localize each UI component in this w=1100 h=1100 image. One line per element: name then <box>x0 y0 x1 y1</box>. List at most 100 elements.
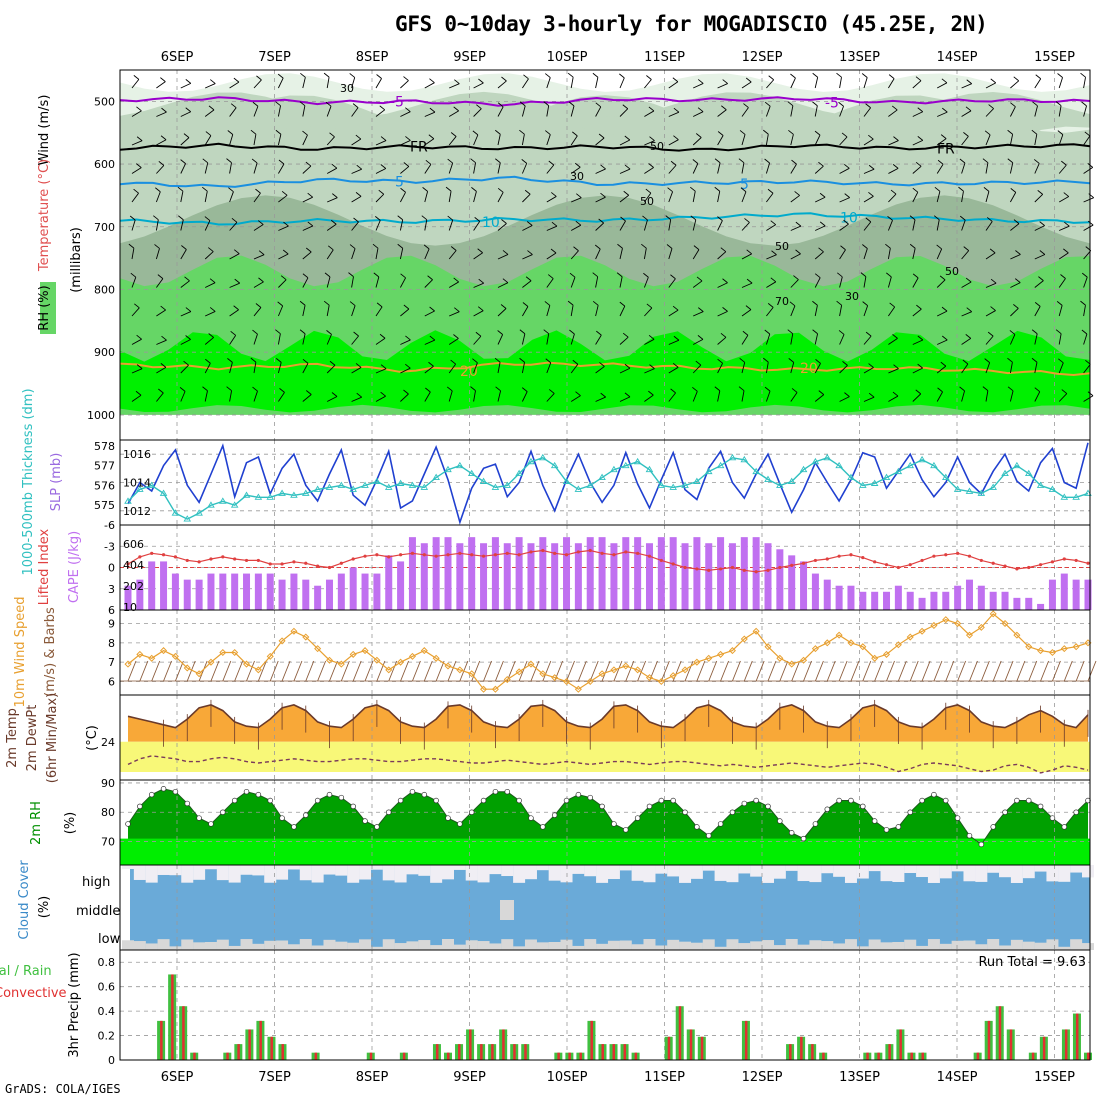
wind-barb-flag <box>739 357 745 363</box>
wind-barb <box>985 134 991 146</box>
low-cloud-gap <box>844 939 857 950</box>
lifted-point <box>647 554 652 558</box>
wind-barb <box>765 106 771 117</box>
isotherm-label: 5 <box>740 177 749 193</box>
wind-barb <box>302 134 308 146</box>
wind-barb-flag <box>1063 192 1070 197</box>
wind-barb-flag <box>620 216 626 222</box>
wind-barb <box>839 197 850 203</box>
wind-barb <box>375 140 387 146</box>
low-cloud-gap <box>394 943 407 950</box>
wind-barb <box>961 311 972 317</box>
high-cloud-gap <box>133 865 146 880</box>
wind-barb-flag <box>1055 101 1062 107</box>
high-cloud-gap <box>501 865 514 877</box>
lifted-point <box>398 553 403 557</box>
wind-barb <box>692 391 698 402</box>
wind-speed-point <box>598 670 606 678</box>
cape-bar <box>1048 579 1056 610</box>
wind-barb-flag <box>329 132 335 138</box>
wind-barb-flag <box>356 164 363 170</box>
precip-convective-bar <box>513 1044 516 1060</box>
wind-tick-label: 9 <box>108 618 115 631</box>
rh2m-point <box>860 803 866 810</box>
high-cloud-gap <box>572 865 585 874</box>
thickness-point <box>918 455 926 463</box>
wind-barb-flag <box>230 103 237 109</box>
wind-speed-point <box>859 643 867 651</box>
wind-barb <box>570 77 574 89</box>
wind-barb <box>204 363 211 374</box>
wind-barb-flag <box>251 158 258 164</box>
wind-barb <box>936 279 946 288</box>
wind-barb-flag <box>502 250 509 255</box>
wind-barb <box>766 79 775 89</box>
wind-barb <box>985 390 989 402</box>
wind-barb-flag <box>598 218 604 224</box>
wind-barb <box>229 253 240 260</box>
wind-barb <box>546 134 551 146</box>
wind-barb <box>229 282 240 288</box>
thickness-point <box>882 473 891 481</box>
wind-barb <box>521 391 528 402</box>
wind-barb-flag <box>717 131 724 136</box>
wind-barb <box>644 192 652 203</box>
wind-barb-flag <box>843 219 849 225</box>
wind-barb <box>302 363 309 374</box>
wind-barb <box>180 191 184 203</box>
lifted-tick-label: -6 <box>104 519 115 532</box>
thickness-point <box>621 461 630 469</box>
wind-barb <box>131 248 135 260</box>
wind-barb-flag <box>332 193 338 199</box>
wind-barb-flag <box>868 363 874 368</box>
wind-barb-flag <box>672 305 679 311</box>
thickness-point <box>159 489 168 496</box>
lifted-point <box>695 567 699 571</box>
cape-bar <box>930 591 938 610</box>
wind-barb <box>277 105 281 117</box>
cape-bar <box>740 537 748 610</box>
precip-convective-bar <box>469 1029 472 1060</box>
surface-wind-barb <box>566 660 575 682</box>
wind-barb <box>546 77 551 89</box>
thickness-tick-label: 577 <box>94 460 115 473</box>
thickness-point <box>752 467 760 475</box>
wind-barb-flag <box>983 187 990 192</box>
wind-barb <box>400 339 411 345</box>
wind-barb <box>985 252 996 260</box>
high-cloud-gap <box>797 865 810 882</box>
cape-bar <box>325 579 333 610</box>
wind-barb <box>570 224 582 231</box>
surface-wind-barb <box>708 660 718 682</box>
wind-speed-point <box>491 685 499 693</box>
wind-barb-flag <box>472 130 479 136</box>
high-cloud-gap <box>287 865 300 870</box>
wind-barb-flag <box>1034 302 1041 307</box>
wind-barb-flag <box>183 133 190 138</box>
wind-barb <box>1083 105 1087 117</box>
thickness-point <box>574 485 583 492</box>
wind-barb-flag <box>545 358 552 364</box>
surface-wind-barb <box>803 660 812 682</box>
wind-barb-flag <box>353 331 359 337</box>
low-cloud-gap <box>584 939 597 950</box>
surface-wind-barb <box>862 660 872 682</box>
wind-barb-flag <box>454 79 460 85</box>
rh2m-point <box>777 818 783 824</box>
wind-barb-flag <box>917 107 924 113</box>
cape-bar <box>800 561 808 610</box>
wind-barb <box>473 82 484 89</box>
wind-barb-flag <box>471 187 477 192</box>
wind-barb-flag <box>428 361 434 367</box>
low-cloud-gap <box>679 941 692 950</box>
thickness-point <box>633 457 642 465</box>
wind-barb <box>936 191 941 203</box>
wind-barb <box>741 253 752 260</box>
wind-barb <box>1034 280 1044 288</box>
cape-bar <box>847 585 855 610</box>
thickness-point <box>1060 493 1069 500</box>
wind-speed-point <box>634 666 642 674</box>
low-cloud-gap <box>169 946 182 950</box>
credit-label: GrADS: COLA/IGES <box>5 1082 121 1096</box>
precip-convective-bar <box>888 1044 891 1060</box>
